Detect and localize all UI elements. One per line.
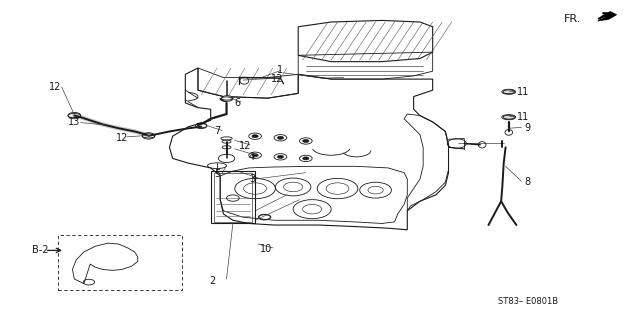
Circle shape — [277, 136, 283, 140]
Text: 2: 2 — [209, 276, 215, 285]
Circle shape — [303, 140, 309, 142]
Text: 1: 1 — [277, 65, 283, 75]
Circle shape — [303, 157, 309, 160]
Text: 12: 12 — [49, 82, 62, 92]
Text: 12: 12 — [116, 133, 128, 143]
Text: B-2: B-2 — [32, 245, 49, 255]
Bar — [59, 235, 182, 290]
Text: 12: 12 — [240, 141, 252, 151]
Bar — [214, 173, 252, 222]
Polygon shape — [598, 12, 617, 21]
Text: FR.: FR. — [564, 14, 581, 24]
Text: 3: 3 — [249, 174, 255, 184]
Text: 6: 6 — [234, 98, 240, 108]
Circle shape — [252, 135, 258, 138]
Ellipse shape — [503, 115, 515, 119]
Ellipse shape — [503, 90, 515, 94]
Text: 13: 13 — [68, 117, 80, 127]
Text: 7: 7 — [214, 126, 220, 136]
Bar — [211, 171, 255, 223]
Text: 8: 8 — [525, 177, 531, 187]
Text: ST83– E0801B: ST83– E0801B — [497, 297, 558, 306]
Text: 11: 11 — [517, 87, 529, 97]
Text: 4: 4 — [249, 152, 255, 162]
Circle shape — [252, 154, 258, 157]
Text: 10: 10 — [261, 244, 273, 254]
Text: 11: 11 — [517, 112, 529, 122]
Text: 12: 12 — [271, 74, 283, 84]
Circle shape — [277, 155, 283, 158]
Text: 5: 5 — [214, 169, 220, 179]
Circle shape — [222, 96, 233, 101]
Text: 9: 9 — [525, 123, 531, 133]
